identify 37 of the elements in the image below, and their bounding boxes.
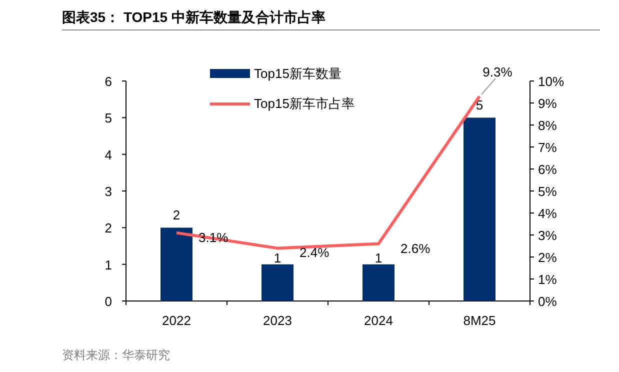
y2-tick-label: 2%	[538, 250, 558, 265]
y2-tick-label: 8%	[538, 118, 558, 133]
bar	[262, 264, 294, 301]
data-label: 5	[476, 98, 484, 113]
bar	[362, 264, 394, 301]
data-label: 1	[274, 250, 282, 266]
y2-tick-label: 5%	[538, 184, 558, 199]
y-tick-label: 3	[104, 184, 112, 199]
text: 资料来源：华泰研究	[62, 348, 170, 362]
y-tick-label: 6	[104, 74, 112, 89]
bar	[160, 228, 192, 301]
data-label: 2.6%	[400, 240, 431, 256]
y2-tick-label: 9%	[538, 96, 558, 111]
y-tick-label: 0	[104, 294, 112, 309]
y-tick-label: 1	[104, 257, 112, 272]
y-tick-label: 4	[104, 147, 112, 162]
data-label: 9.3%	[482, 64, 513, 80]
legend-label: Top15新车市占率	[254, 96, 354, 111]
data-label: 2	[172, 208, 180, 223]
y-tick-label: 2	[104, 220, 112, 236]
y2-tick-label: 3%	[538, 228, 558, 243]
y2-tick-label: 0%	[538, 294, 558, 309]
x-tick-label: 2023	[263, 313, 292, 328]
chart-title: 图表35： TOP15 中新车数量及合计市占率	[62, 9, 326, 25]
y2-tick-label: 10%	[538, 74, 564, 89]
data-label: 1	[374, 250, 382, 266]
bar	[464, 118, 496, 301]
y2-tick-label: 4%	[538, 206, 558, 221]
y2-tick-label: 6%	[538, 162, 558, 177]
y2-tick-label: 7%	[538, 140, 558, 155]
x-tick-label: 2024	[364, 313, 393, 328]
legend-label: Top15新车数量	[254, 66, 342, 81]
y2-tick-label: 1%	[538, 272, 558, 287]
data-label: 2.4%	[300, 245, 330, 260]
x-tick-label: 8M25	[463, 313, 496, 328]
y-tick-label: 5	[104, 110, 112, 126]
x-tick-label: 2022	[162, 313, 191, 328]
